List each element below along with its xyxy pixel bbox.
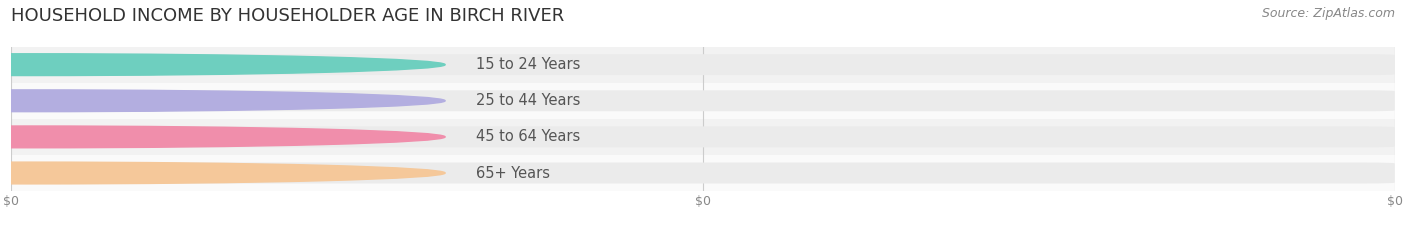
Bar — [11, 47, 1395, 83]
Text: $0: $0 — [115, 57, 136, 72]
Circle shape — [0, 162, 446, 184]
Text: 25 to 44 Years: 25 to 44 Years — [477, 93, 581, 108]
Bar — [11, 119, 1395, 155]
Text: $0: $0 — [115, 93, 136, 108]
Circle shape — [0, 54, 446, 75]
Circle shape — [0, 126, 446, 148]
Circle shape — [0, 90, 446, 112]
Text: $0: $0 — [115, 165, 136, 181]
Bar — [11, 155, 1395, 191]
Text: 45 to 64 Years: 45 to 64 Years — [477, 129, 581, 144]
FancyBboxPatch shape — [11, 54, 170, 75]
FancyBboxPatch shape — [11, 163, 170, 183]
FancyBboxPatch shape — [11, 90, 1395, 111]
Text: $0: $0 — [115, 129, 136, 144]
FancyBboxPatch shape — [11, 54, 1395, 75]
FancyBboxPatch shape — [11, 127, 1395, 147]
Text: 15 to 24 Years: 15 to 24 Years — [477, 57, 581, 72]
FancyBboxPatch shape — [11, 163, 1395, 183]
FancyBboxPatch shape — [11, 90, 170, 111]
Text: Source: ZipAtlas.com: Source: ZipAtlas.com — [1261, 7, 1395, 20]
FancyBboxPatch shape — [11, 127, 170, 147]
Bar — [11, 83, 1395, 119]
Text: 65+ Years: 65+ Years — [477, 165, 550, 181]
Text: HOUSEHOLD INCOME BY HOUSEHOLDER AGE IN BIRCH RIVER: HOUSEHOLD INCOME BY HOUSEHOLDER AGE IN B… — [11, 7, 564, 25]
